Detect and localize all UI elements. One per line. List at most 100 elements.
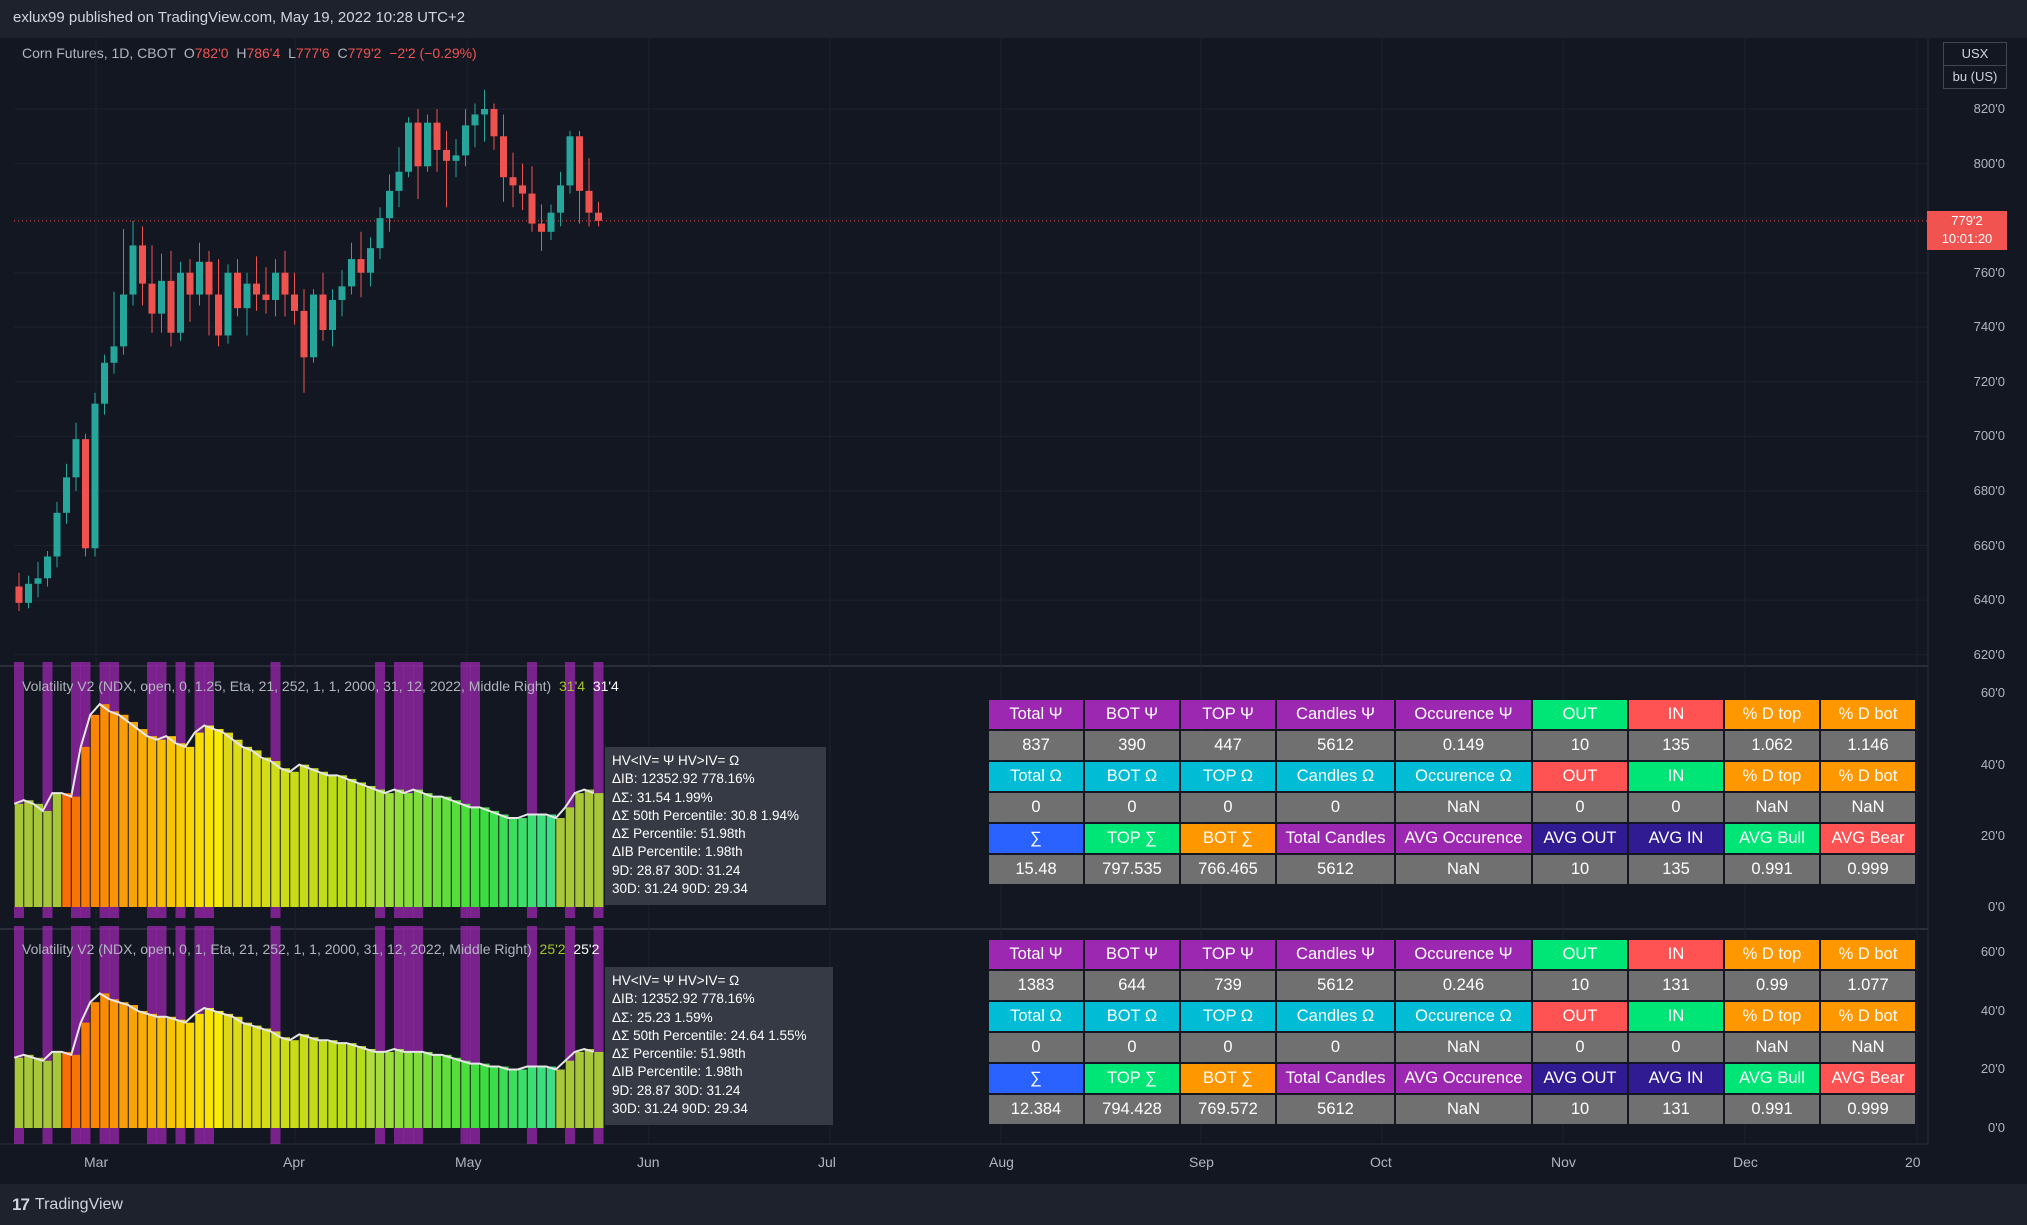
volatility-column [432, 1054, 442, 1128]
table-cell: AVG Bull [1725, 824, 1819, 853]
volatility-column [185, 746, 195, 907]
candle-body [395, 171, 403, 191]
table-cell: Occurence Ψ [1396, 940, 1531, 969]
table-cell: 5612 [1277, 1095, 1394, 1124]
table-cell: 10 [1533, 1095, 1627, 1124]
volatility-column [204, 1008, 214, 1128]
symbol-label[interactable]: Corn Futures, 1D, CBOT [22, 45, 177, 61]
table-cell: Candles Ψ [1277, 940, 1394, 969]
candle-body [139, 245, 146, 284]
table-cell: 0.999 [1821, 855, 1915, 884]
table-cell: 644 [1085, 971, 1179, 1000]
table-cell: BOT Ω [1085, 1002, 1179, 1031]
volatility-column [441, 796, 452, 907]
time-axis-label: Aug [989, 1154, 1014, 1170]
price-axis-label: 660'0 [1973, 537, 2005, 553]
volatility-column [470, 807, 480, 907]
table-cell: AVG Bull [1725, 1064, 1819, 1093]
candle-body [196, 261, 203, 295]
price-axis-label: 820'0 [1973, 101, 2005, 116]
table-cell: 131 [1629, 1095, 1723, 1124]
high-value: 786'4 [246, 45, 281, 61]
volatility-column [508, 1069, 518, 1128]
volatility-column [80, 746, 91, 907]
table-cell: 0.991 [1725, 1095, 1819, 1124]
volatility-column [128, 1005, 138, 1128]
volatility-column [327, 775, 338, 907]
table-cell: OUT [1533, 700, 1627, 729]
table-cell: IN [1629, 762, 1723, 791]
volatility-column [118, 1002, 129, 1128]
table-cell: 0 [1533, 793, 1627, 822]
candle-body [367, 248, 374, 273]
volatility-column [346, 778, 357, 907]
indicator-label[interactable]: Volatility V2 (NDX, open, 0, 1, Eta, 21,… [22, 941, 532, 957]
candle-body [481, 109, 488, 115]
table-cell: Total Ψ [989, 700, 1083, 729]
volatility-column [52, 793, 62, 907]
table-cell: AVG Bear [1821, 1064, 1915, 1093]
main-legend: Corn Futures, 1D, CBOT O782'0 H786'4 L77… [22, 45, 477, 61]
pane1-stats-table: Total Ψ BOT Ψ TOP Ψ Candles Ψ Occurence Ψ OUT… [987, 698, 1917, 886]
time-axis-label: Apr [283, 1154, 305, 1170]
table-header-row: Total Ω BOT Ω TOP Ω Candles Ω Occurence Ω OUT… [989, 762, 1915, 791]
volatility-column [299, 1034, 309, 1128]
table-cell: 0.991 [1725, 855, 1819, 884]
highlight-bar [71, 926, 81, 1144]
tooltip-line: ΔIB Percentile: 1.98th [612, 844, 743, 860]
volatility-column [346, 1043, 357, 1128]
volatility-column [232, 739, 243, 907]
table-cell: 1.062 [1725, 731, 1819, 760]
volatility-column [194, 732, 205, 907]
time-axis-label: Jul [818, 1154, 836, 1170]
indicator-value: 31'4 [592, 678, 619, 694]
volatility-column [61, 793, 72, 907]
highlight-bar [470, 926, 480, 1144]
table-cell: 131 [1629, 971, 1723, 1000]
volatility-column [128, 721, 138, 907]
candle-body [215, 294, 222, 336]
volatility-column [517, 818, 528, 907]
volatility-column [289, 1040, 300, 1128]
table-cell: IN [1629, 1002, 1723, 1031]
volatility-column [536, 814, 547, 907]
volatility-column [384, 1051, 395, 1128]
volatility-column [71, 796, 81, 907]
table-cell: 10 [1533, 855, 1627, 884]
table-cell: IN [1629, 700, 1723, 729]
time-axis-label: 20 [1905, 1154, 1921, 1170]
table-cell: TOP ∑ [1085, 1064, 1179, 1093]
candle-body [509, 177, 517, 186]
measure-unit-button[interactable]: bu (US) [1943, 65, 2007, 89]
volatility-column [403, 793, 414, 907]
pane-axis-label: 20'0 [1980, 827, 2005, 843]
candle-body [129, 245, 137, 295]
volatility-column [470, 1063, 480, 1128]
table-cell: AVG OUT [1533, 824, 1627, 853]
table-cell: Total Ψ [989, 940, 1083, 969]
table-cell: 1383 [989, 971, 1083, 1000]
currency-unit-button[interactable]: USX [1943, 42, 2007, 66]
table-cell: 794.428 [1085, 1095, 1179, 1124]
volatility-column [356, 1046, 366, 1128]
pane-axis-label: 0'0 [1988, 1120, 2005, 1135]
table-cell: AVG IN [1629, 1064, 1723, 1093]
table-cell: 0.999 [1821, 1095, 1915, 1124]
table-cell: 1.077 [1821, 971, 1915, 1000]
highlight-bar [565, 926, 575, 1144]
volatility-column [14, 803, 24, 907]
table-cell: 0 [1277, 793, 1394, 822]
tooltip-line: ΔΣ: 31.54 1.99% [612, 789, 713, 805]
volatility-column [232, 1016, 243, 1128]
volatility-column [593, 1051, 604, 1128]
time-axis-label: Sep [1189, 1154, 1214, 1170]
candle-body [25, 583, 32, 603]
table-cell: AVG Occurence [1396, 824, 1531, 853]
candle-body [538, 223, 545, 232]
highlight-bar [42, 926, 53, 1144]
indicator-label[interactable]: Volatility V2 (NDX, open, 0, 1.25, Eta, … [22, 678, 552, 694]
tradingview-logo[interactable]: 17 TradingView [12, 1195, 123, 1215]
volatility-column [574, 1051, 585, 1128]
volatility-column [337, 1043, 347, 1128]
